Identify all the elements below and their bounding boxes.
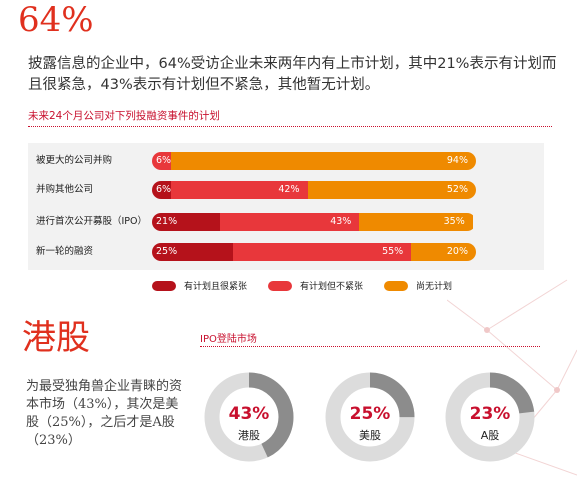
headline-description: 披露信息的企业中，64%受访企业未来两年内有上市计划，其中21%表示有计划而且很…: [28, 56, 557, 93]
bar-segment: 52%: [307, 181, 476, 199]
ipo-market-title: IPO登陆市场: [200, 334, 257, 345]
category-label: 被更大的公司并购: [36, 155, 113, 166]
stacked-bar: 21% 43% 35%: [152, 213, 476, 231]
category-label: 进行首次公开募股（IPO）: [36, 216, 148, 227]
donut-value: 43%: [228, 404, 270, 424]
segment-value-label: 42%: [278, 184, 300, 195]
bar-segment: 6%: [152, 181, 172, 199]
hk-title: 港股: [22, 318, 90, 358]
stacked-bar: 25% 55% 20%: [152, 243, 476, 261]
segment-value-label: 25%: [156, 246, 178, 257]
bar-segment: 55%: [233, 243, 412, 261]
donut-value: 25%: [349, 404, 391, 424]
ipo-divider: [200, 346, 540, 347]
stacked-bar: 6% 94%: [152, 152, 476, 170]
bar-segment: 94%: [171, 152, 476, 170]
bar-segment: 43%: [220, 213, 360, 231]
donut-chart: 23% A股: [444, 371, 536, 463]
legend-swatch: [152, 280, 176, 291]
legend-swatch: [268, 280, 292, 291]
section-title-plans: 未来24个月公司对下列投融资事件的计划: [28, 110, 220, 122]
hk-description: 为最受独角兽企业青睐的资本市场（43%），其次是美股（25%），之后才是A股（2…: [26, 379, 183, 448]
donut-slice: [325, 372, 415, 462]
bar-segment: 25%: [152, 243, 233, 261]
segment-value-label: 55%: [382, 246, 404, 257]
segment-value-label: 6%: [156, 184, 172, 195]
bar-segment: 42%: [171, 181, 308, 199]
bar-segment: 21%: [152, 213, 221, 231]
section-divider: [28, 126, 552, 127]
segment-value-label: 20%: [446, 246, 468, 257]
category-label: 新一轮的融资: [36, 246, 94, 257]
donut-label: A股: [480, 429, 500, 442]
donut-slice: [204, 372, 294, 462]
donut-label: 港股: [238, 429, 260, 442]
bar-segment: 35%: [359, 213, 473, 231]
bar-segment: 6%: [152, 152, 172, 170]
bar-segment: 20%: [411, 243, 476, 261]
donut-value: 23%: [469, 404, 511, 424]
headline-percentage: 64%: [18, 0, 94, 40]
category-label: 并购其他公司: [36, 184, 94, 195]
legend-label: 有计划且很紧张: [184, 282, 248, 292]
legend-item: 有计划且很紧张: [152, 279, 247, 292]
segment-value-label: 6%: [156, 155, 172, 166]
segment-value-label: 94%: [446, 155, 468, 166]
legend-item: 尚无计划: [384, 279, 452, 292]
segment-value-label: 35%: [443, 216, 465, 227]
donut-label: 美股: [359, 429, 381, 442]
legend-label: 有计划但不紧张: [300, 282, 364, 292]
segment-value-label: 43%: [330, 216, 352, 227]
segment-value-label: 52%: [446, 184, 468, 195]
legend-swatch: [384, 280, 408, 291]
donut-chart: 25% 美股: [324, 371, 416, 463]
legend-label: 尚无计划: [416, 282, 453, 292]
segment-value-label: 21%: [156, 216, 178, 227]
legend-item: 有计划但不紧张: [268, 279, 363, 292]
donut-chart: 43% 港股: [203, 371, 295, 463]
stacked-bar: 6% 42% 52%: [152, 181, 476, 199]
donut-slice: [445, 372, 535, 462]
